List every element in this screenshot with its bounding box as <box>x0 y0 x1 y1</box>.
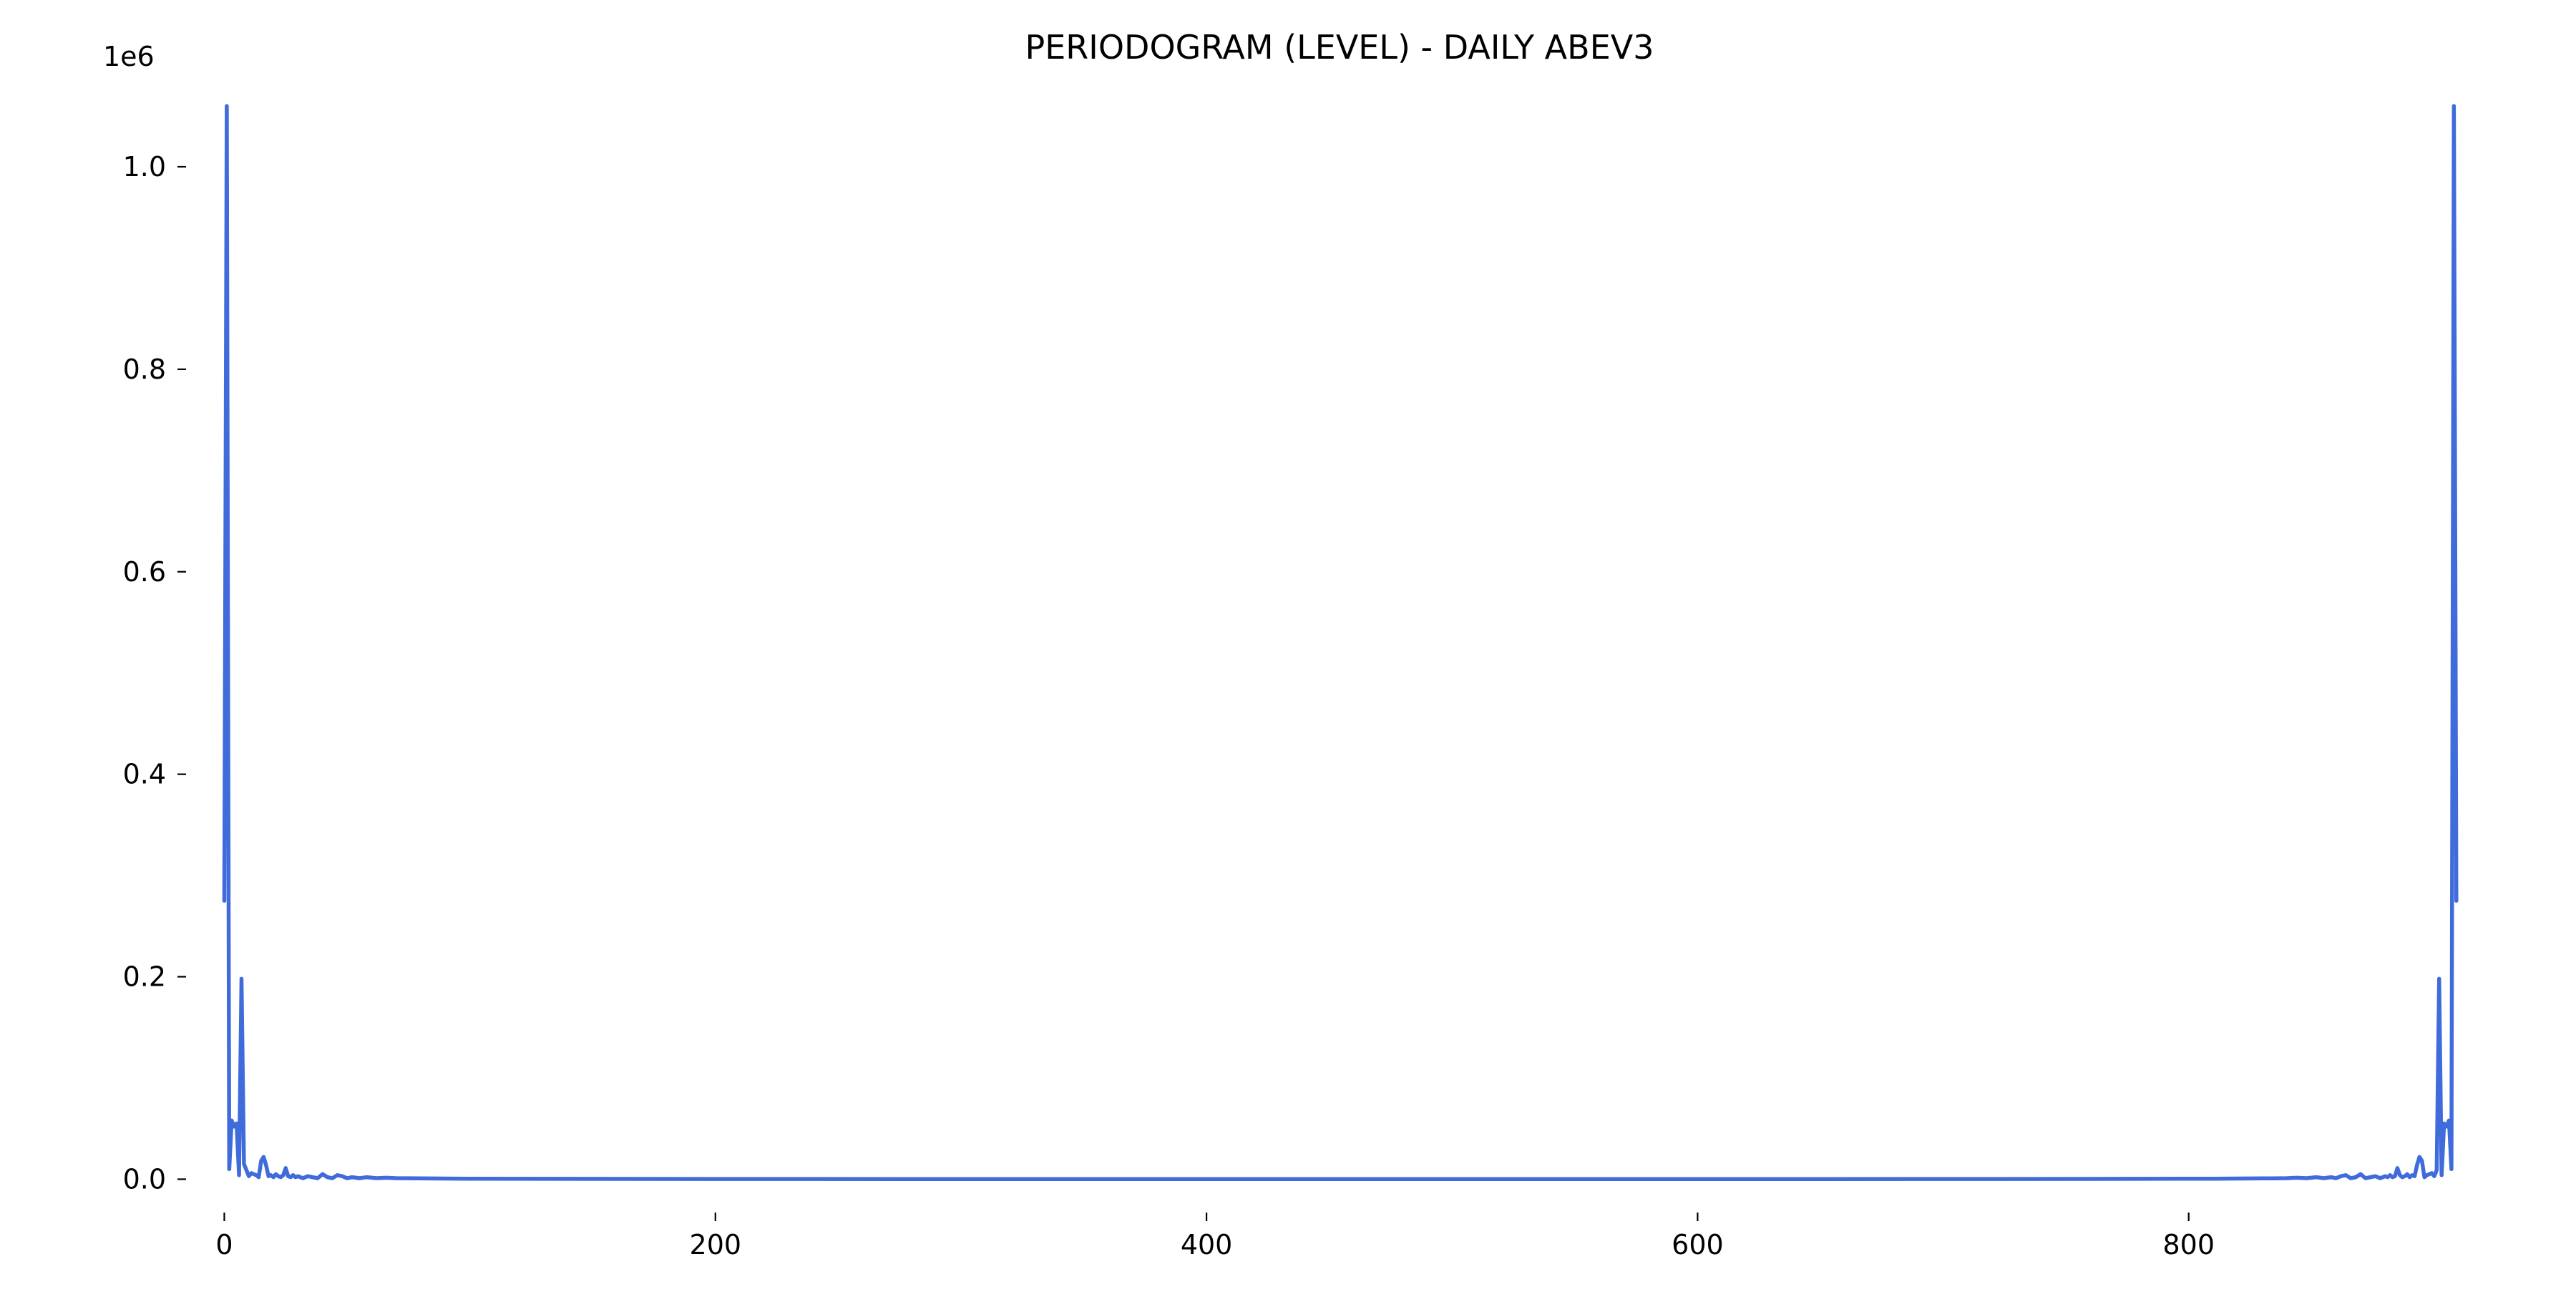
x-tick-label: 600 <box>1672 1229 1724 1261</box>
y-tick-label: 0.2 <box>123 961 166 993</box>
x-tick-label: 400 <box>1181 1229 1233 1261</box>
x-tick-label: 800 <box>2162 1229 2215 1261</box>
y-axis: 0.0 0.2 0.4 0.6 0.8 1.0 <box>123 151 186 1195</box>
y-tick-label: 0.0 <box>123 1163 166 1195</box>
x-axis: 0 200 400 600 800 <box>215 1213 2215 1261</box>
x-tick-label: 0 <box>215 1229 233 1261</box>
y-axis-offset-label: 1e6 <box>103 41 155 72</box>
x-tick-label: 200 <box>690 1229 742 1261</box>
periodogram-series-line <box>222 104 2459 1182</box>
y-tick-label: 0.6 <box>123 556 166 588</box>
y-tick-label: 0.4 <box>123 759 166 790</box>
y-tick-label: 1.0 <box>123 151 166 183</box>
chart-title: PERIODOGRAM (LEVEL) - DAILY ABEV3 <box>1025 28 1654 67</box>
y-tick-label: 0.8 <box>123 354 166 385</box>
